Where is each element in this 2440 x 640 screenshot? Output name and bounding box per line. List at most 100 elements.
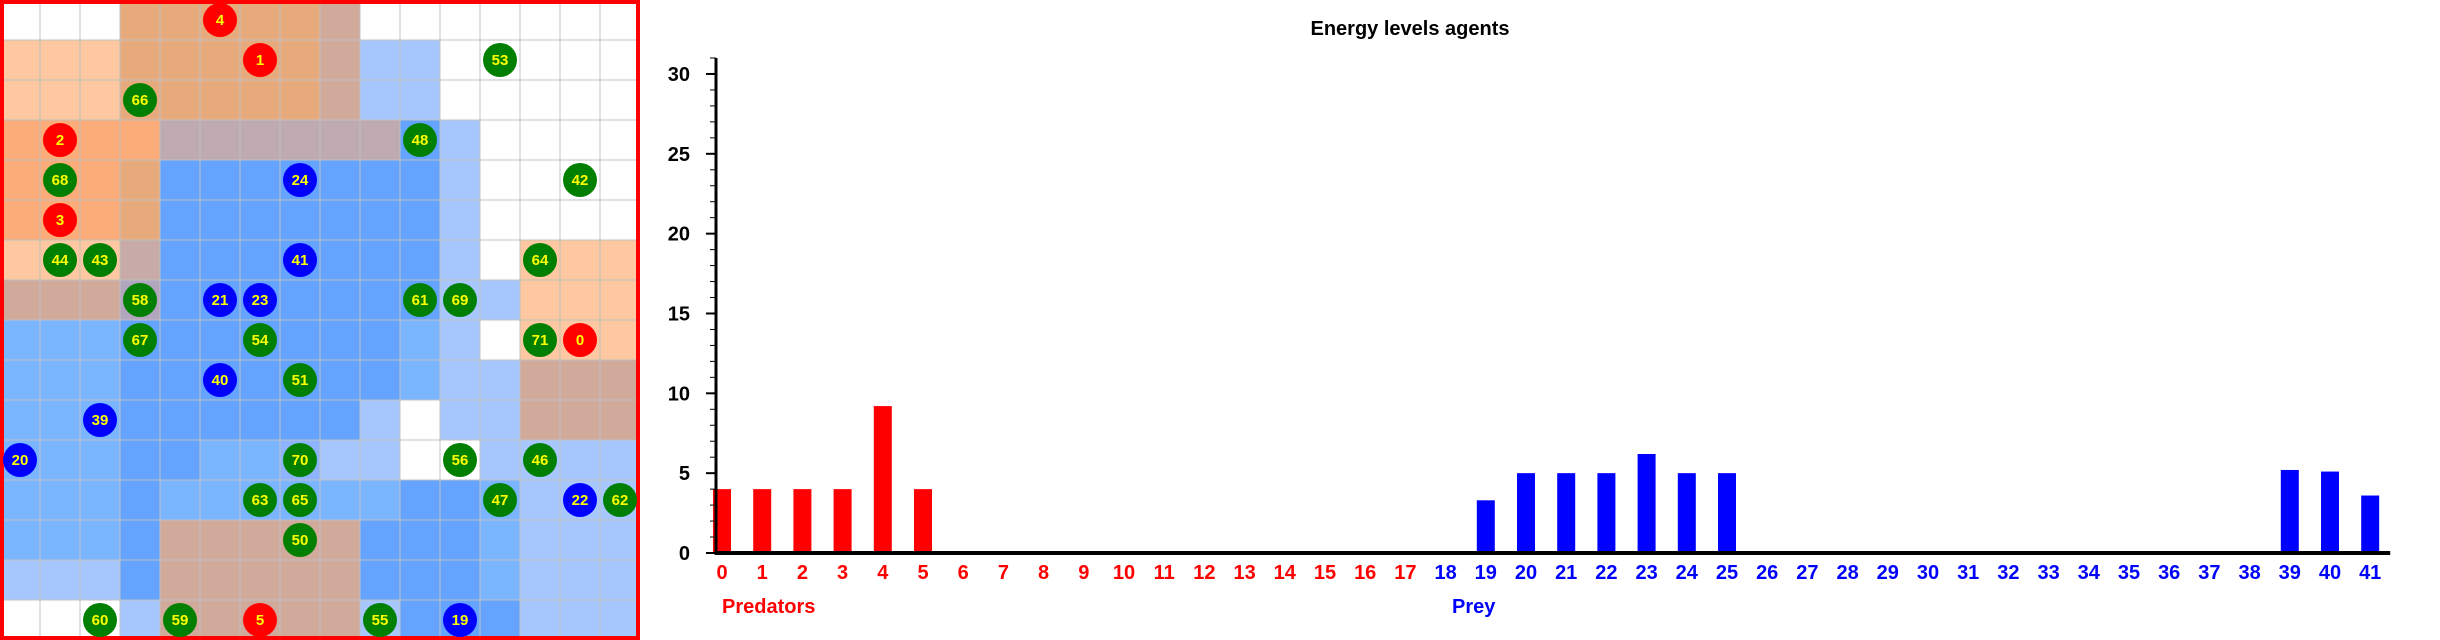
agent-label: 64	[532, 252, 549, 269]
grid-cell	[479, 79, 521, 121]
grid-cell	[479, 439, 521, 481]
x-tick-label: 7	[998, 562, 1009, 584]
x-tick-label: 41	[2359, 562, 2381, 584]
agent-marker	[43, 163, 77, 197]
grid-cell	[559, 239, 601, 281]
agent-marker	[523, 443, 557, 477]
grid-cell	[79, 0, 121, 41]
grid-cell	[559, 519, 601, 561]
agent-label: 44	[52, 252, 69, 269]
agent-1: 1	[243, 43, 277, 77]
grid-cell	[79, 39, 121, 81]
grid-cell	[599, 119, 640, 161]
grid-cell	[359, 279, 401, 321]
agent-marker	[243, 43, 277, 77]
grid-cell	[159, 399, 201, 441]
grid-cell	[479, 359, 521, 401]
grid-cell	[159, 359, 201, 401]
grid-cell	[559, 199, 601, 241]
agent-label: 61	[412, 292, 429, 309]
agent-label: 50	[292, 532, 309, 549]
agent-4: 4	[203, 3, 237, 37]
grid-cell	[599, 79, 640, 121]
grid-cell	[199, 439, 241, 481]
y-tick-label: 10	[668, 383, 690, 405]
x-tick-label: 34	[2078, 562, 2101, 584]
agent-label: 71	[532, 332, 549, 349]
x-tick-label: 11	[1154, 562, 1175, 584]
grid-cell	[0, 39, 41, 81]
grid-cell	[159, 39, 201, 81]
agent-label: 68	[52, 172, 69, 189]
x-tick-label: 20	[1515, 562, 1537, 584]
grid-cell	[399, 319, 441, 361]
grid-cell	[479, 239, 521, 281]
agent-label: 58	[132, 292, 149, 309]
agent-marker	[203, 3, 237, 37]
energy-chart: Energy levels agents Predators Prey 0 5 10…	[640, 0, 2440, 640]
grid-cell	[519, 199, 561, 241]
grid-cell	[319, 359, 361, 401]
grid-cell	[199, 399, 241, 441]
agent-64: 64	[523, 243, 557, 277]
grid-cell	[399, 239, 441, 281]
agent-label: 1	[256, 52, 264, 69]
x-tick-label: 35	[2118, 562, 2140, 584]
grid-cell	[199, 39, 241, 81]
grid-cell	[279, 39, 321, 81]
agent-0: 0	[563, 323, 597, 357]
grid-cell	[199, 239, 241, 281]
agent-label: 51	[292, 372, 309, 389]
grid-cell	[599, 159, 640, 201]
grid-cell	[159, 559, 201, 601]
grid-cell	[119, 399, 161, 441]
agent-marker	[83, 603, 117, 637]
grid-cell	[599, 39, 640, 81]
grid-cell	[319, 199, 361, 241]
agent-marker	[523, 243, 557, 277]
agent-label: 67	[132, 332, 149, 349]
agent-label: 20	[12, 452, 29, 469]
x-tick-label: 18	[1434, 562, 1456, 584]
grid-cell	[479, 399, 521, 441]
grid-cell	[79, 279, 121, 321]
agent-label: 48	[412, 132, 429, 149]
grid-cell	[399, 0, 441, 41]
grid-cell	[0, 239, 41, 281]
agent-marker	[283, 483, 317, 517]
grid-cell	[479, 599, 521, 640]
grid-cell	[559, 119, 601, 161]
agent-marker	[43, 243, 77, 277]
agent-22: 22	[563, 483, 597, 517]
grid-cell	[439, 519, 481, 561]
grid-cell	[239, 559, 281, 601]
predators-label: Predators	[722, 596, 815, 618]
grid-cell	[79, 199, 121, 241]
grid-cell	[519, 559, 561, 601]
agent-label: 53	[492, 52, 509, 69]
agent-marker	[43, 123, 77, 157]
grid-cell	[239, 159, 281, 201]
bar-agent-25	[1718, 473, 1736, 553]
x-tick-label: 19	[1475, 562, 1497, 584]
agent-marker	[283, 243, 317, 277]
agent-label: 56	[452, 452, 469, 469]
x-tick-label: 40	[2319, 562, 2341, 584]
x-tick-label: 9	[1078, 562, 1089, 584]
grid-cell	[319, 599, 361, 640]
agent-5: 5	[243, 603, 277, 637]
x-tick-label: 29	[1877, 562, 1899, 584]
agent-label: 24	[292, 172, 309, 189]
grid-border	[0, 0, 640, 640]
agent-marker	[283, 523, 317, 557]
bar-agent-23	[1637, 454, 1656, 553]
grid-cell	[279, 79, 321, 121]
agent-43: 43	[83, 243, 117, 277]
grid-cell	[359, 0, 401, 41]
agent-42: 42	[563, 163, 597, 197]
grid-cell	[599, 439, 640, 481]
grid-cell	[199, 79, 241, 121]
x-tick-label: 31	[1957, 562, 1979, 584]
agent-3: 3	[43, 203, 77, 237]
